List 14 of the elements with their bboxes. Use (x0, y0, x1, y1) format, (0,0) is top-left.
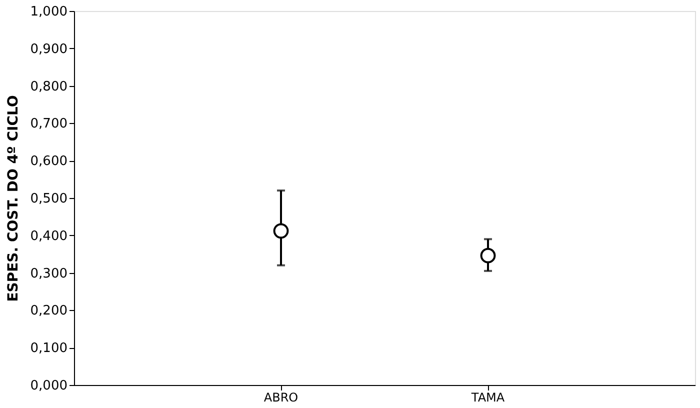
y-tick-label: 0,400 (30, 228, 68, 244)
y-axis-title: ESPES. COST. DO 4º CICLO (5, 95, 22, 302)
y-tick-label: 0,500 (30, 192, 68, 206)
y-tick-label: 1,000 (30, 4, 68, 20)
y-tick-label: 0,300 (30, 266, 68, 282)
y-tick-label: 0,600 (30, 154, 68, 170)
y-tick-label: 0,700 (30, 116, 68, 132)
x-tick-label: ABRO (264, 390, 298, 404)
y-tick-label: 0,200 (30, 304, 68, 319)
y-tick-label: 0,100 (30, 341, 68, 356)
y-tick-label: 0,800 (30, 79, 68, 94)
y-tick-label: 0,000 (30, 378, 68, 394)
x-tick-label: TAMA (470, 390, 506, 404)
y-tick-label: 0,900 (30, 42, 68, 57)
